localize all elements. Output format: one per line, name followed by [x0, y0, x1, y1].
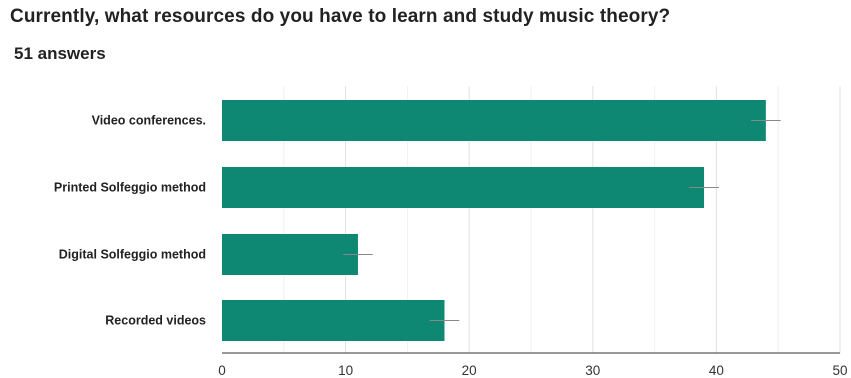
bar — [222, 300, 445, 341]
bar — [222, 167, 705, 208]
tick-label: 50 — [832, 363, 847, 378]
tick-label: 10 — [338, 363, 353, 378]
category-label: Recorded videos — [105, 314, 206, 328]
tick-label: 40 — [709, 363, 724, 378]
category-labels: Video conferences. Printed Solfeggio meth… — [54, 114, 206, 328]
tick-label: 20 — [462, 363, 477, 378]
tick-label: 30 — [585, 363, 600, 378]
tick-labels: 0 10 20 30 40 50 — [218, 363, 847, 378]
bar — [222, 234, 358, 275]
category-label: Printed Solfeggio method — [54, 181, 206, 195]
question-title: Currently, what resources do you have to… — [10, 6, 671, 27]
answer-count: 51 answers — [14, 44, 106, 63]
tick-label: 0 — [218, 363, 226, 378]
category-label: Video conferences. — [92, 114, 206, 128]
bar — [222, 100, 766, 141]
category-label: Digital Solfeggio method — [59, 248, 206, 262]
bars — [222, 100, 766, 341]
error-bars — [343, 120, 781, 321]
